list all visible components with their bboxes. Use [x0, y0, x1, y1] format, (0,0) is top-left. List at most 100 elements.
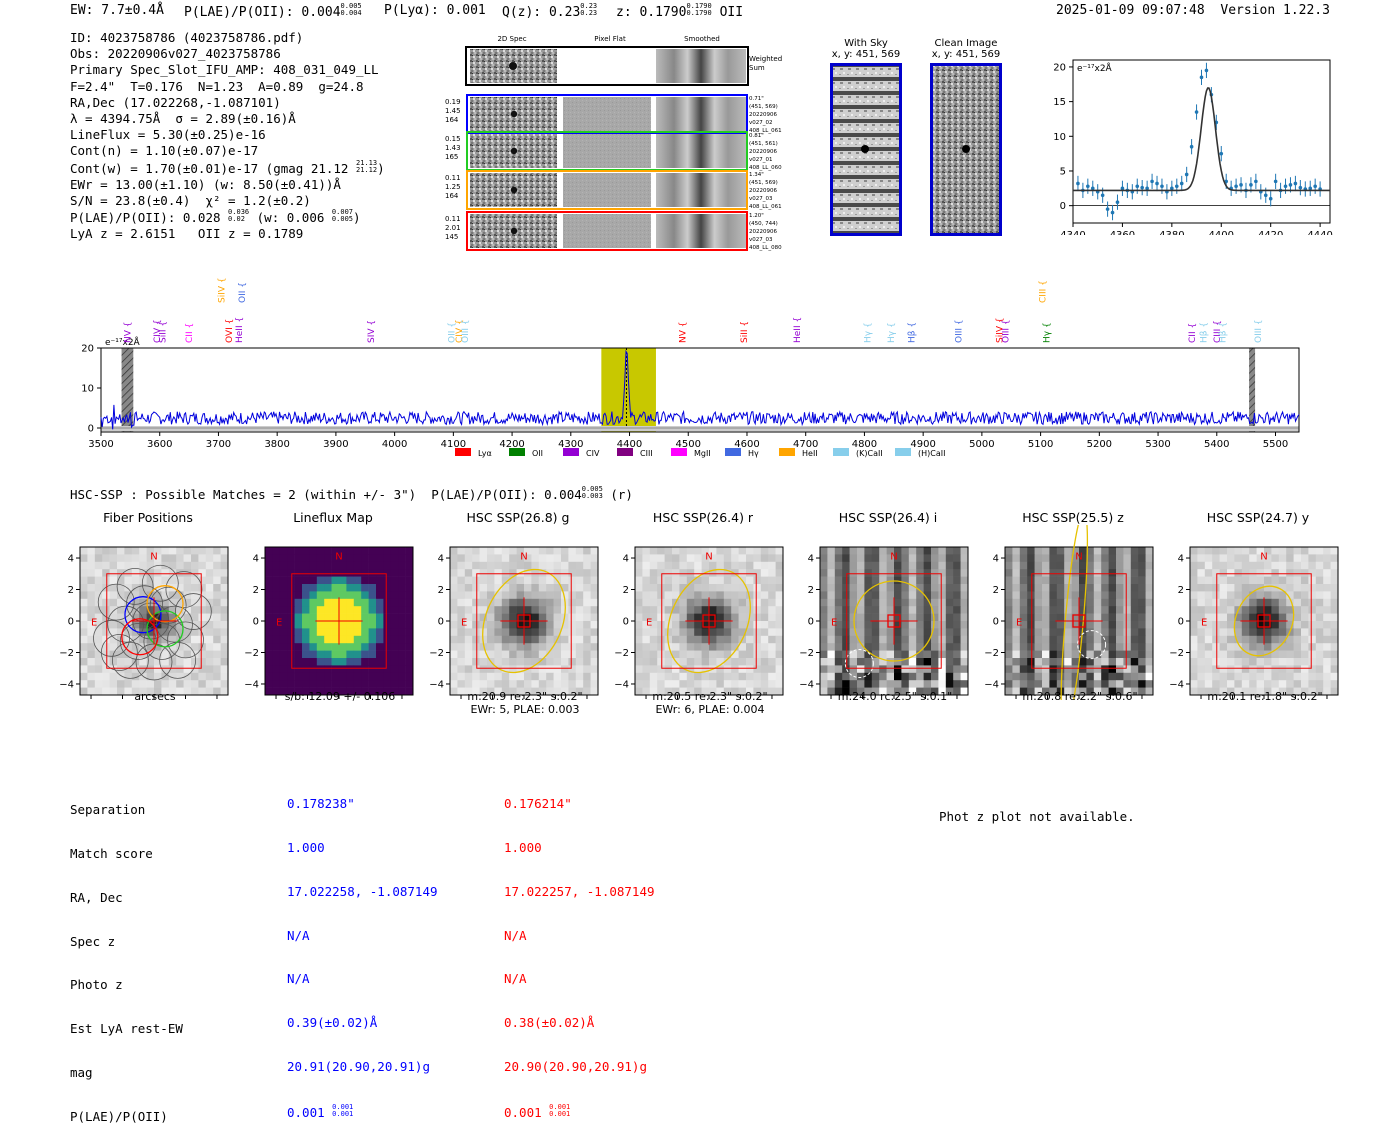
spec-row-flat: [563, 214, 651, 248]
image-pixel: [1219, 672, 1228, 681]
image-pixel: [472, 569, 480, 577]
image-pixel: [849, 606, 858, 614]
image-pixel: [834, 584, 843, 592]
image-pixel: [450, 584, 458, 592]
lineflux-pixel: [383, 598, 392, 607]
spec-row-right-label: 408_LL_061: [749, 128, 782, 134]
lineflux-pixel: [383, 635, 392, 644]
image-pixel: [583, 628, 591, 637]
image-pixel: [657, 635, 665, 644]
image-pixel: [842, 613, 850, 622]
image-pixel: [931, 672, 939, 681]
source-marker: [517, 614, 531, 628]
image-pixel: [546, 576, 554, 585]
image-pixel: [1264, 576, 1272, 585]
image-pixel: [205, 606, 214, 614]
lineflux-pixel: [398, 576, 406, 585]
image-pixel: [575, 576, 584, 585]
info-contw: Cont(w) = 1.70(±0.01)e-17 (gmag 21.12 21…: [70, 158, 385, 176]
image-pixel: [820, 665, 828, 674]
image-pixel: [1145, 561, 1154, 570]
image-pixel: [1301, 665, 1309, 674]
image-pixel: [183, 628, 192, 637]
image-pixel: [1123, 621, 1132, 629]
east-label: E: [1201, 618, 1207, 629]
image-pixel: [191, 635, 199, 644]
image-pixel: [857, 598, 865, 607]
image-pixel: [686, 606, 695, 614]
image-pixel: [183, 554, 192, 563]
image-pixel: [205, 569, 214, 577]
spec-row-left-label: 164: [445, 116, 459, 124]
image-pixel: [894, 561, 902, 570]
image-pixel: [176, 561, 184, 570]
spec-row-right-label: 20220906: [749, 112, 777, 118]
north-label: N: [150, 552, 157, 563]
image-pixel: [953, 613, 961, 622]
image-pixel: [642, 658, 651, 666]
image-pixel: [479, 584, 488, 592]
image-pixel: [1101, 687, 1109, 696]
image-pixel: [450, 687, 458, 696]
image-pixel: [1323, 672, 1331, 681]
image-pixel: [583, 598, 591, 607]
image-pixel: [635, 628, 643, 637]
image-pixel: [1101, 650, 1109, 659]
lineflux-pixel: [316, 591, 325, 600]
line-fit-chart: e⁻¹⁷x2Å 43404360438044004420444005101520: [1053, 59, 1333, 235]
lineflux-pixel: [331, 635, 340, 644]
image-pixel: [1138, 635, 1146, 644]
image-pixel: [213, 658, 221, 666]
panel-ytick-label: 4: [68, 554, 74, 565]
image-pixel: [450, 591, 458, 600]
fit-point: [1105, 207, 1110, 211]
image-pixel: [827, 613, 836, 622]
image-pixel: [701, 598, 710, 607]
legend-label: HeII: [802, 449, 818, 458]
image-pixel: [827, 628, 836, 637]
image-pixel: [694, 643, 702, 651]
spectral-line-label: Hγ {: [863, 322, 873, 343]
image-pixel: [635, 598, 643, 607]
image-pixel: [827, 569, 836, 577]
image-pixel: [1093, 606, 1102, 614]
lineflux-pixel: [376, 569, 384, 577]
image-pixel: [1197, 598, 1206, 607]
spec-row-left-label: 0.11: [445, 174, 461, 182]
image-pixel: [1323, 658, 1331, 666]
lineflux-pixel: [346, 665, 355, 674]
image-pixel: [191, 672, 199, 681]
image-pixel: [1293, 628, 1302, 637]
image-pixel: [1204, 658, 1213, 666]
image-pixel: [1019, 643, 1028, 651]
image-pixel: [168, 672, 177, 681]
fiber-circle: [97, 583, 135, 621]
image-pixel: [1256, 650, 1265, 659]
image-pixel: [916, 665, 924, 674]
image-pixel: [760, 680, 769, 688]
image-pixel: [1123, 584, 1132, 592]
lineflux-pixel: [302, 650, 310, 659]
image-pixel: [834, 658, 843, 666]
spectral-line-label: NV {: [123, 322, 133, 343]
image-pixel: [205, 561, 214, 570]
lineflux-pixel: [265, 672, 273, 681]
image-pixel: [154, 658, 162, 666]
image-pixel: [827, 680, 836, 688]
image-pixel: [168, 569, 177, 577]
image-pixel: [820, 547, 828, 555]
image-pixel: [820, 576, 828, 585]
image-pixel: [709, 672, 717, 681]
image-pixel: [827, 621, 836, 629]
image-pixel: [472, 554, 480, 563]
image-pixel: [908, 569, 917, 577]
image-pixel: [908, 687, 917, 696]
image-pixel: [1278, 576, 1287, 585]
fit-point: [1100, 193, 1105, 198]
col-label-2dspec: 2D Spec: [497, 35, 526, 43]
image-pixel: [716, 554, 725, 563]
image-pixel: [472, 613, 480, 622]
image-pixel: [775, 591, 784, 600]
spectral-line-label: OIII {: [1001, 319, 1011, 343]
imaging-panel-r: HSC SSP(26.4) rNE−4−4−2−2002244m:20.5 re…: [605, 510, 800, 716]
